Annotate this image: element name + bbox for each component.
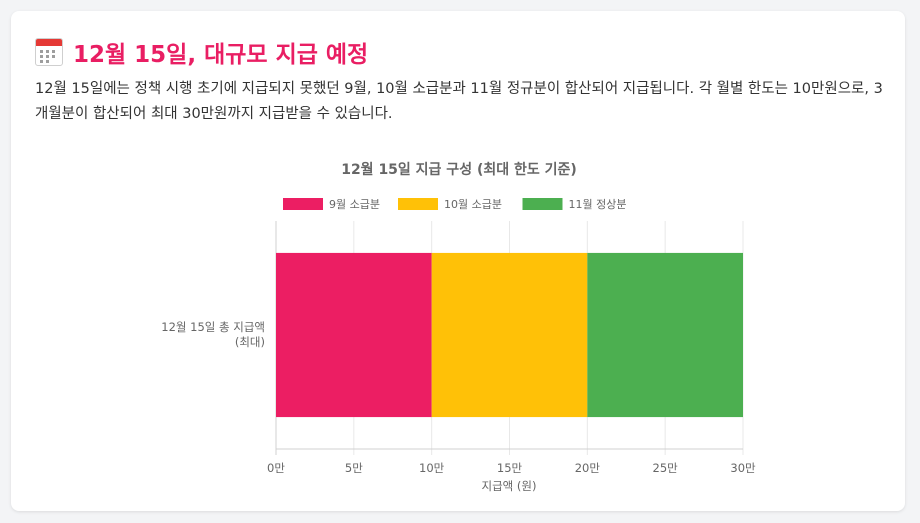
chart-title: 12월 15일 지급 구성 (최대 한도 기준) <box>341 161 577 178</box>
x-tick-label: 5만 <box>345 461 363 475</box>
x-tick-label: 15만 <box>497 461 523 475</box>
content-card: 12월 15일, 대규모 지급 예정 12월 15일에는 정책 시행 초기에 지… <box>11 11 905 511</box>
bar-segment-1[interactable] <box>276 252 432 418</box>
legend-swatch-3[interactable] <box>522 198 563 210</box>
bar-segment-3[interactable] <box>587 252 743 418</box>
description-text: 12월 15일에는 정책 시행 초기에 지급되지 못했던 9월, 10월 소급분… <box>35 81 883 122</box>
chart-bars <box>276 252 743 418</box>
stacked-bar-chart: 12월 15일 지급 구성 (최대 한도 기준) 9월 소급분 10월 소급분 11… <box>161 161 756 493</box>
y-axis: 12월 15일 총 지급액(최대) <box>161 320 265 349</box>
legend-swatch-2[interactable] <box>398 198 438 210</box>
x-tick-label: 30만 <box>730 461 756 475</box>
y-category-label-line-2: (최대) <box>235 335 265 349</box>
legend-label-2: 10월 소급분 <box>444 198 502 211</box>
x-axis: 0만 5만 10만 15만 20만 25만 30만 <box>267 461 756 475</box>
chart-legend: 9월 소급분 10월 소급분 11월 정상분 <box>283 198 626 211</box>
legend-label-1: 9월 소급분 <box>329 198 380 211</box>
x-axis-label: 지급액 (원) <box>482 479 537 493</box>
title-row: 12월 15일, 대규모 지급 예정 <box>35 35 368 69</box>
x-tick-label: 0만 <box>267 461 285 475</box>
bar-segment-2[interactable] <box>431 252 588 418</box>
x-tick-label: 20만 <box>575 461 601 475</box>
page-title: 12월 15일, 대규모 지급 예정 <box>73 42 369 68</box>
x-tick-label: 10만 <box>419 461 445 475</box>
calendar-icon <box>35 38 63 66</box>
x-tick-label: 25만 <box>653 461 679 475</box>
y-category-label-line-1: 12월 15일 총 지급액 <box>161 320 265 334</box>
legend-label-3: 11월 정상분 <box>569 198 627 211</box>
legend-swatch-1[interactable] <box>283 198 323 210</box>
